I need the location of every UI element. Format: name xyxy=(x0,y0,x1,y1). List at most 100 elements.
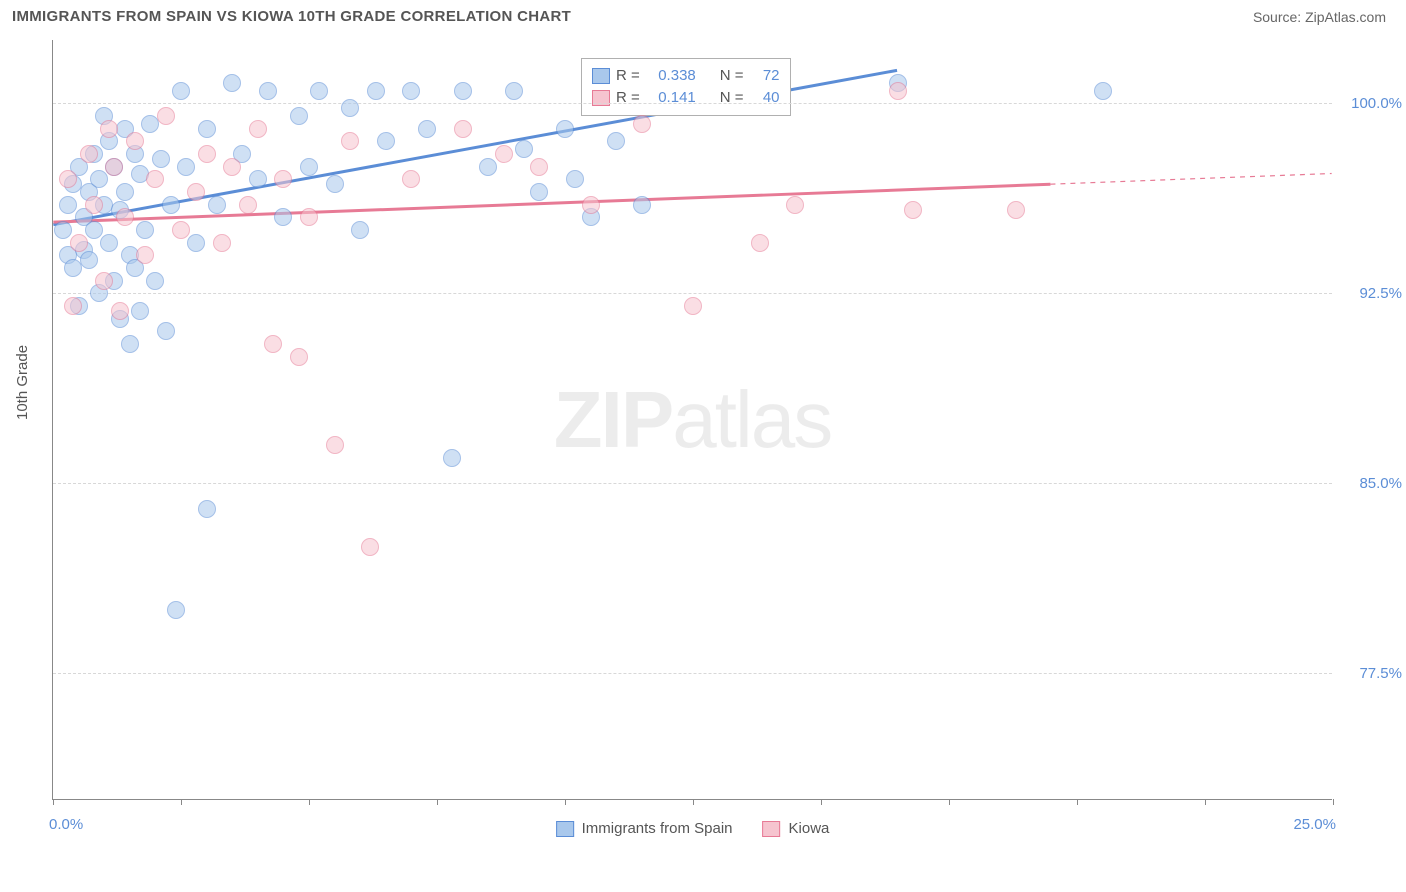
x-axis-min-label: 0.0% xyxy=(49,816,83,833)
x-tick xyxy=(565,799,566,805)
scatter-point xyxy=(1094,82,1112,100)
legend-n-label: N = xyxy=(720,65,744,87)
scatter-point xyxy=(1007,201,1025,219)
scatter-point xyxy=(454,120,472,138)
x-tick xyxy=(693,799,694,805)
scatter-point xyxy=(290,107,308,125)
scatter-point xyxy=(751,234,769,252)
scatter-point xyxy=(443,449,461,467)
legend-series-name: Kiowa xyxy=(789,820,830,837)
legend-item: Immigrants from Spain xyxy=(556,820,733,837)
scatter-point xyxy=(187,234,205,252)
x-tick xyxy=(53,799,54,805)
scatter-point xyxy=(341,99,359,117)
legend-item: Kiowa xyxy=(763,820,830,837)
legend-r-label: R = xyxy=(616,87,640,109)
legend-r-value: 0.141 xyxy=(646,87,696,109)
scatter-point xyxy=(515,140,533,158)
scatter-point xyxy=(223,158,241,176)
correlation-legend: R =0.338N =72R =0.141N =40 xyxy=(581,58,791,116)
scatter-point xyxy=(152,150,170,168)
scatter-point xyxy=(633,196,651,214)
scatter-point xyxy=(889,82,907,100)
series-legend: Immigrants from Spain Kiowa xyxy=(556,820,830,837)
x-tick xyxy=(1205,799,1206,805)
scatter-point xyxy=(59,170,77,188)
x-axis-max-label: 25.0% xyxy=(1293,816,1336,833)
scatter-point xyxy=(54,221,72,239)
scatter-point xyxy=(326,436,344,454)
scatter-point xyxy=(198,500,216,518)
gridline xyxy=(53,673,1332,674)
scatter-point xyxy=(341,132,359,150)
scatter-point xyxy=(167,601,185,619)
scatter-point xyxy=(479,158,497,176)
scatter-point xyxy=(172,221,190,239)
scatter-point xyxy=(100,120,118,138)
scatter-point xyxy=(157,322,175,340)
scatter-point xyxy=(300,208,318,226)
scatter-point xyxy=(131,302,149,320)
x-tick xyxy=(949,799,950,805)
scatter-chart: ZIPatlas R =0.338N =72R =0.141N =40 Immi… xyxy=(52,40,1332,800)
legend-row: R =0.141N =40 xyxy=(592,87,780,109)
scatter-point xyxy=(530,183,548,201)
scatter-point xyxy=(80,251,98,269)
legend-swatch xyxy=(763,821,781,837)
y-tick-label: 100.0% xyxy=(1342,95,1402,112)
scatter-point xyxy=(505,82,523,100)
scatter-point xyxy=(249,120,267,138)
scatter-point xyxy=(259,82,277,100)
scatter-point xyxy=(249,170,267,188)
legend-r-label: R = xyxy=(616,65,640,87)
legend-n-value: 72 xyxy=(750,65,780,87)
scatter-point xyxy=(208,196,226,214)
scatter-point xyxy=(157,107,175,125)
scatter-point xyxy=(116,208,134,226)
scatter-point xyxy=(105,158,123,176)
legend-r-value: 0.338 xyxy=(646,65,696,87)
scatter-point xyxy=(59,196,77,214)
scatter-point xyxy=(80,145,98,163)
scatter-point xyxy=(162,196,180,214)
legend-n-label: N = xyxy=(720,87,744,109)
scatter-point xyxy=(116,183,134,201)
scatter-point xyxy=(361,538,379,556)
scatter-point xyxy=(172,82,190,100)
legend-row: R = 0.338 N = 72 xyxy=(592,65,780,87)
y-tick-label: 92.5% xyxy=(1342,285,1402,302)
scatter-point xyxy=(264,335,282,353)
scatter-point xyxy=(530,158,548,176)
trend-line-extrapolated xyxy=(1050,174,1331,185)
y-tick-label: 77.5% xyxy=(1342,665,1402,682)
scatter-point xyxy=(274,170,292,188)
scatter-point xyxy=(290,348,308,366)
scatter-point xyxy=(326,175,344,193)
scatter-point xyxy=(121,335,139,353)
x-tick xyxy=(1077,799,1078,805)
legend-swatch xyxy=(592,68,610,84)
x-tick xyxy=(821,799,822,805)
scatter-point xyxy=(146,170,164,188)
scatter-point xyxy=(64,297,82,315)
x-tick xyxy=(1333,799,1334,805)
scatter-point xyxy=(239,196,257,214)
scatter-point xyxy=(136,221,154,239)
scatter-point xyxy=(566,170,584,188)
scatter-point xyxy=(904,201,922,219)
scatter-point xyxy=(85,221,103,239)
scatter-point xyxy=(786,196,804,214)
scatter-point xyxy=(177,158,195,176)
gridline xyxy=(53,483,1332,484)
scatter-point xyxy=(607,132,625,150)
x-tick xyxy=(437,799,438,805)
scatter-point xyxy=(126,132,144,150)
scatter-point xyxy=(351,221,369,239)
scatter-point xyxy=(198,145,216,163)
scatter-point xyxy=(495,145,513,163)
scatter-point xyxy=(223,74,241,92)
scatter-point xyxy=(367,82,385,100)
y-tick-label: 85.0% xyxy=(1342,475,1402,492)
x-tick xyxy=(309,799,310,805)
scatter-point xyxy=(136,246,154,264)
